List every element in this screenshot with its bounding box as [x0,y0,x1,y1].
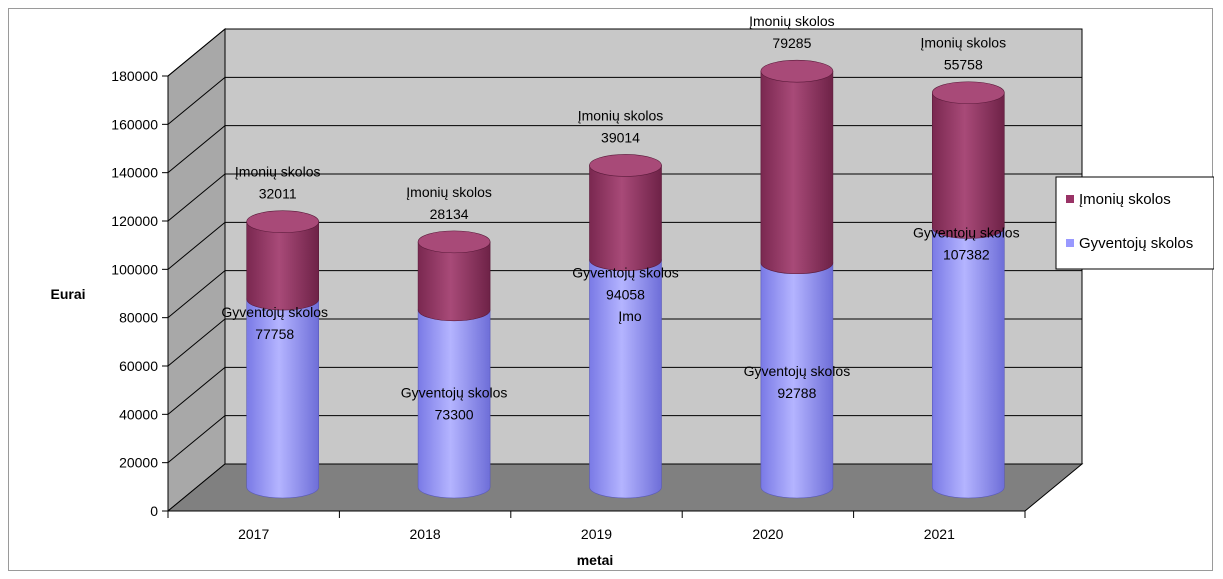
y-tick-label: 100000 [111,261,158,277]
x-tick-label: 2021 [924,526,955,542]
data-label-imoniu-2017: 32011 [259,186,297,202]
bar-gyventoju-2020 [760,262,834,499]
data-label-gyventoju-2017: 77758 [255,326,294,342]
y-axis: 0 20000 40000 60000 80000 100000 120000 140000 1… [111,68,169,519]
gridline-side [167,366,226,415]
y-tick-label: 120000 [111,213,158,229]
x-tick-label: 2018 [410,526,441,542]
legend-swatch-gyventoju [1066,239,1074,247]
y-tick-label: 20000 [119,455,158,471]
data-label-gyventoju-2017: Gyventojų skolos [221,304,328,320]
bar-imoniu-2019 [589,165,662,271]
data-label-imoniu-2019: 39014 [601,129,640,145]
bar-gyventoju-2021 [932,227,1005,499]
data-label-imoniu-2018: 28134 [430,206,469,222]
data-label-imoniu-2018: Įmonių skolos [406,184,492,200]
bar-imoniu-2018 [417,241,491,322]
data-label-imoniu-2020: Įmonių skolos [749,13,835,29]
legend-label-imoniu: Įmonių skolos [1079,191,1171,208]
chart-svg: 0 20000 40000 60000 80000 100000 120000 140000 1… [50,13,1215,568]
data-label-gyventoju-2019: Gyventojų skolos [572,265,679,281]
y-tick-label: 40000 [119,406,158,422]
x-axis: 2017 2018 2019 2020 2021 [167,510,1026,542]
bar-top-2020 [760,59,834,83]
bar-top-2021 [931,81,1005,105]
bar-top-2019 [589,154,662,177]
gridline-side [167,318,226,367]
chart-frame: 0 20000 40000 60000 80000 100000 120000 140000 1… [8,8,1215,571]
legend-label-gyventoju: Gyventojų skolos [1079,235,1193,252]
data-label-imoniu-2021: Įmonių skolos [921,35,1007,51]
y-tick-label: 140000 [111,165,158,181]
data-label-imoniu-2017: Įmonių skolos [235,164,321,180]
stray-annotation: Įmo [618,308,642,324]
gridline-side [167,415,226,464]
gridline-side [167,270,226,319]
data-label-gyventoju-2021: 107382 [943,246,990,262]
gridline-side [167,125,226,174]
data-label-gyventoju-2019: 94058 [606,287,645,303]
y-tick-label: 80000 [119,310,158,326]
bar-top-2017 [246,210,320,234]
legend-box [1055,176,1215,270]
data-label-gyventoju-2020: Gyventojų skolos [744,363,851,379]
x-axis-title: metai [577,552,614,568]
data-label-imoniu-2019: Įmonių skolos [578,107,664,123]
bar-imoniu-2021 [932,92,1005,239]
bars [246,59,1005,499]
legend-swatch-imoniu [1066,195,1074,203]
bar-gyventoju-2018 [417,309,491,499]
gridline-side [167,76,226,125]
y-axis-title: Eurai [50,286,85,302]
y-tick-label: 60000 [119,358,158,374]
bar-imoniu-2020 [760,70,834,275]
data-label-gyventoju-2020: 92788 [777,385,816,401]
x-tick-label: 2020 [752,526,783,542]
data-label-imoniu-2021: 55758 [944,57,983,73]
bar-gyventoju-2017 [246,298,319,499]
y-tick-label: 180000 [111,68,158,84]
data-label-gyventoju-2018: 73300 [435,406,474,422]
gridline-side [167,173,226,222]
y-tick-label: 160000 [111,116,158,132]
gridline-side [167,221,226,270]
y-tick-label: 0 [150,503,158,519]
data-label-gyventoju-2021: Gyventojų skolos [913,224,1020,240]
bar-gyventoju-2019 [589,259,662,499]
bar-top-2018 [417,230,491,254]
data-label-gyventoju-2018: Gyventojų skolos [401,384,508,400]
x-tick-label: 2019 [581,526,612,542]
data-label-imoniu-2020: 79285 [772,35,811,51]
legend: Įmonių skolos Gyventojų skolos [1055,176,1215,270]
data-labels: Įmonių skolos 32011 Gyventojų skolos 77758 Į… [221,13,1019,422]
bar-imoniu-2017 [246,221,319,311]
x-tick-label: 2017 [238,526,269,542]
gridline-side [167,28,226,77]
